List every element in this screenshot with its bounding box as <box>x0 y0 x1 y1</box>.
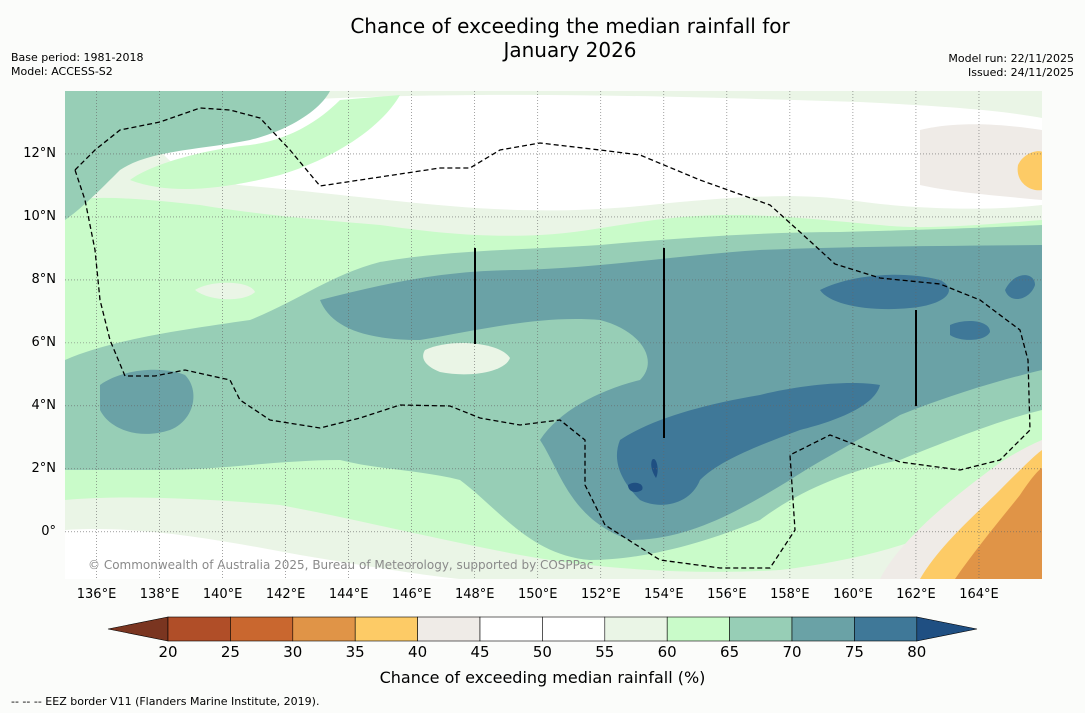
colorbar-tick-label: 70 <box>782 643 802 661</box>
copyright-notice: © Commonwealth of Australia 2025, Bureau… <box>88 558 594 572</box>
lon-tick-label: 150°E <box>517 587 558 602</box>
lat-tick-label: 2°N <box>31 460 57 476</box>
lat-tick-label: 12°N <box>23 145 56 161</box>
model-run: Model run: 22/11/2025 <box>948 52 1074 65</box>
east-high-spot-2 <box>1005 275 1035 300</box>
eez-border <box>74 107 1031 569</box>
colorbar-tick-label: 75 <box>844 643 864 661</box>
south-white-region <box>65 529 460 579</box>
lon-tick-label: 160°E <box>833 587 873 602</box>
meta-right: Model run: 22/11/2025 Issued: 24/11/2025 <box>948 52 1074 80</box>
east-high-spot <box>950 320 990 340</box>
west-4N-region <box>100 369 194 434</box>
colorbar-segment <box>479 616 543 642</box>
lon-tick-label: 146°E <box>391 587 432 602</box>
meta-left: Base period: 1981-2018 Model: ACCESS-S2 <box>11 51 143 79</box>
colorbar-segment <box>666 616 730 642</box>
colorbar-tick-label: 60 <box>657 643 677 661</box>
colorbar-segment <box>354 616 418 642</box>
colorbar-segment <box>729 616 793 642</box>
colorbar-tick-label: 30 <box>283 643 303 661</box>
boundary-lines <box>474 248 917 438</box>
colorbar-segment <box>167 616 231 642</box>
lon-tick-label: 142°E <box>265 587 306 602</box>
colorbar-tick-label: 45 <box>470 643 490 661</box>
colorbar-segment <box>292 616 356 642</box>
title-line-1: Chance of exceeding the median rainfall … <box>350 14 790 38</box>
colorbar-tick-label: 40 <box>408 643 428 661</box>
colorbar-segment <box>542 616 606 642</box>
lon-tick-label: 154°E <box>644 587 684 602</box>
colorbar <box>107 616 978 642</box>
colorbar-tick-label: 55 <box>595 643 615 661</box>
rainfall-map <box>65 91 1042 579</box>
lat-tick-label: 0° <box>41 523 56 539</box>
colorbar-tick-label: 50 <box>532 643 552 661</box>
colorbar-tick-label: 80 <box>907 643 927 661</box>
central-max-spot-2 <box>628 482 643 493</box>
colorbar-tick-label: 35 <box>345 643 365 661</box>
lon-tick-label: 138°E <box>139 587 180 602</box>
title-line-2: January 2026 <box>503 38 637 62</box>
east-band-region <box>320 245 1042 540</box>
lon-tick-label: 148°E <box>454 587 495 602</box>
colorbar-lower-arrow <box>107 616 169 642</box>
east-high-region <box>820 274 949 310</box>
central-high-region <box>616 383 880 505</box>
colorbar-segment <box>854 616 918 642</box>
base-period: Base period: 1981-2018 <box>11 51 144 64</box>
lat-tick-label: 6°N <box>31 334 57 350</box>
northeast-grey-region <box>920 124 1042 200</box>
lon-tick-label: 164°E <box>959 587 999 602</box>
central-pale-spot <box>423 343 510 375</box>
colorbar-segment <box>230 616 294 642</box>
colorbar-tick-label: 25 <box>220 643 240 661</box>
colorbar-tick-label: 65 <box>720 643 740 661</box>
lon-tick-label: 158°E <box>770 587 810 602</box>
lon-tick-label: 152°E <box>581 587 621 602</box>
northeast-dry-spot <box>1017 151 1042 191</box>
lon-tick-label: 162°E <box>896 587 936 602</box>
colorbar-segment <box>604 616 668 642</box>
north-white-region <box>160 94 1042 211</box>
colorbar-segment <box>791 616 855 642</box>
issued-date: Issued: 24/11/2025 <box>967 66 1074 79</box>
map-title: Chance of exceeding the median rainfall … <box>0 14 1085 62</box>
lat-tick-label: 8°N <box>31 271 57 287</box>
model-name: Model: ACCESS-S2 <box>11 65 113 78</box>
lon-tick-label: 144°E <box>328 587 369 602</box>
eez-footnote: -- -- -- EEZ border V11 (Flanders Marine… <box>11 695 320 708</box>
colorbar-upper-arrow <box>916 616 978 642</box>
southeast-orange-region <box>955 468 1042 579</box>
lat-tick-label: 4°N <box>31 397 57 413</box>
lon-tick-label: 136°E <box>76 587 117 602</box>
west-pale-spot <box>195 282 255 300</box>
lat-tick-label: 10°N <box>23 208 56 224</box>
colorbar-label: Chance of exceeding median rainfall (%) <box>379 668 706 687</box>
colorbar-tick-label: 20 <box>158 643 178 661</box>
lon-tick-label: 156°E <box>707 587 747 602</box>
south-light-region <box>65 465 1042 579</box>
colorbar-segment <box>417 616 481 642</box>
central-max-spot <box>651 459 658 478</box>
lon-tick-label: 140°E <box>202 587 243 602</box>
northwest-teal-region <box>65 91 330 220</box>
northwest-light-region <box>130 95 400 190</box>
